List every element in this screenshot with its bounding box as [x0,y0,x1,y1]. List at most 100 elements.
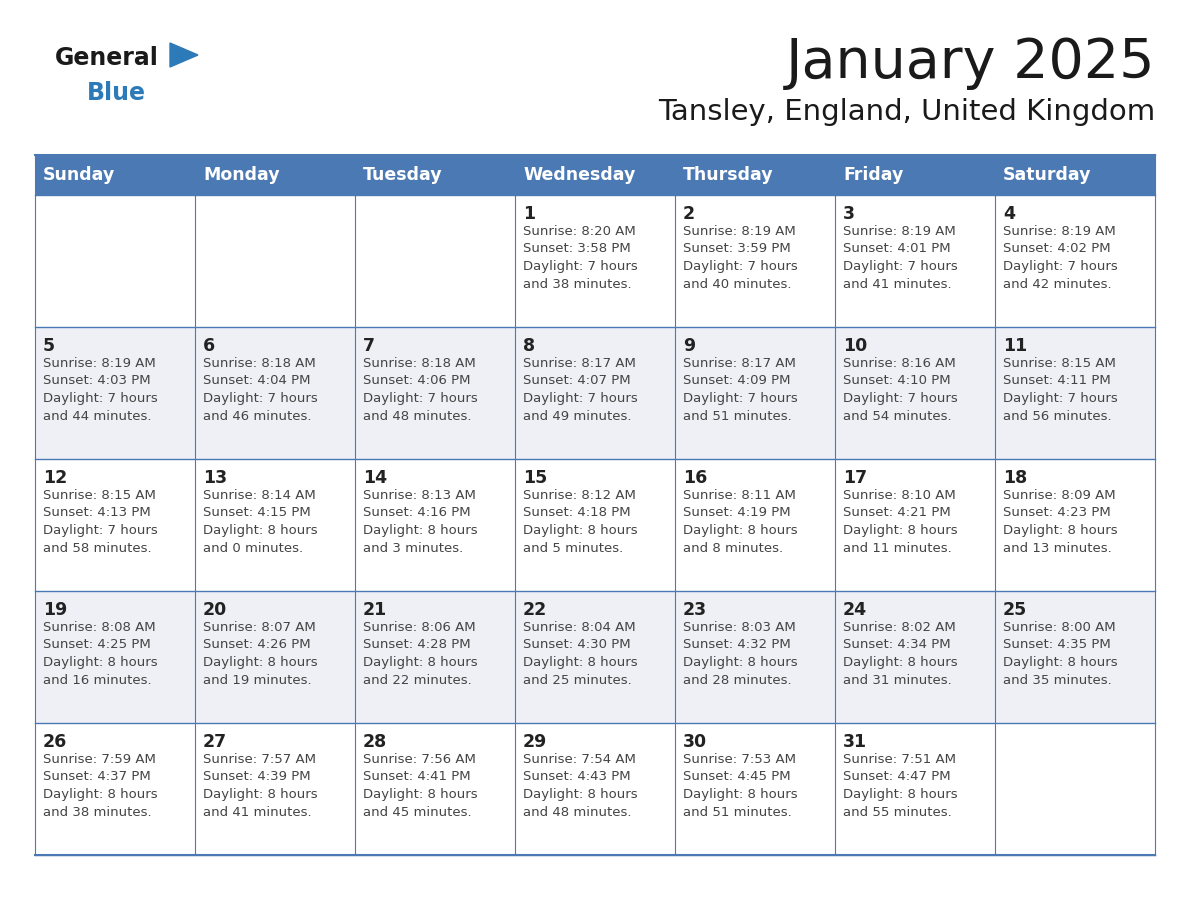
Bar [675,195,835,327]
Bar [34,591,195,723]
Text: 26: 26 [43,733,68,751]
Bar [516,195,675,327]
Text: Sunrise: 8:09 AM
Sunset: 4:23 PM
Daylight: 8 hours
and 13 minutes.: Sunrise: 8:09 AM Sunset: 4:23 PM Dayligh… [1003,489,1118,554]
Bar [996,327,1155,459]
Text: Sunrise: 8:19 AM
Sunset: 4:03 PM
Daylight: 7 hours
and 44 minutes.: Sunrise: 8:19 AM Sunset: 4:03 PM Dayligh… [43,357,158,422]
Bar [355,327,516,459]
Bar [996,195,1155,327]
Text: 3: 3 [843,205,855,223]
Bar [195,155,355,195]
Text: Sunrise: 8:02 AM
Sunset: 4:34 PM
Daylight: 8 hours
and 31 minutes.: Sunrise: 8:02 AM Sunset: 4:34 PM Dayligh… [843,621,958,687]
Text: 16: 16 [683,469,707,487]
Text: Sunrise: 8:06 AM
Sunset: 4:28 PM
Daylight: 8 hours
and 22 minutes.: Sunrise: 8:06 AM Sunset: 4:28 PM Dayligh… [364,621,478,687]
Text: Sunday: Sunday [43,166,115,184]
Text: Sunrise: 8:13 AM
Sunset: 4:16 PM
Daylight: 8 hours
and 3 minutes.: Sunrise: 8:13 AM Sunset: 4:16 PM Dayligh… [364,489,478,554]
Text: 21: 21 [364,601,387,619]
Text: Sunrise: 8:17 AM
Sunset: 4:07 PM
Daylight: 7 hours
and 49 minutes.: Sunrise: 8:17 AM Sunset: 4:07 PM Dayligh… [523,357,638,422]
Bar [996,155,1155,195]
Text: 24: 24 [843,601,867,619]
Bar [34,195,195,327]
Text: Sunrise: 8:00 AM
Sunset: 4:35 PM
Daylight: 8 hours
and 35 minutes.: Sunrise: 8:00 AM Sunset: 4:35 PM Dayligh… [1003,621,1118,687]
Text: 11: 11 [1003,337,1028,355]
Bar [675,155,835,195]
Text: Tuesday: Tuesday [364,166,443,184]
Bar [835,459,996,591]
Text: Monday: Monday [203,166,279,184]
Text: Sunrise: 8:17 AM
Sunset: 4:09 PM
Daylight: 7 hours
and 51 minutes.: Sunrise: 8:17 AM Sunset: 4:09 PM Dayligh… [683,357,798,422]
Text: 25: 25 [1003,601,1028,619]
Text: 12: 12 [43,469,68,487]
Text: 19: 19 [43,601,68,619]
Text: Sunrise: 8:18 AM
Sunset: 4:06 PM
Daylight: 7 hours
and 48 minutes.: Sunrise: 8:18 AM Sunset: 4:06 PM Dayligh… [364,357,478,422]
Text: Friday: Friday [843,166,903,184]
Bar [516,591,675,723]
Text: Sunrise: 8:04 AM
Sunset: 4:30 PM
Daylight: 8 hours
and 25 minutes.: Sunrise: 8:04 AM Sunset: 4:30 PM Dayligh… [523,621,638,687]
Bar [34,723,195,855]
Bar [675,591,835,723]
Text: Sunrise: 7:59 AM
Sunset: 4:37 PM
Daylight: 8 hours
and 38 minutes.: Sunrise: 7:59 AM Sunset: 4:37 PM Dayligh… [43,753,158,819]
Text: Sunrise: 7:54 AM
Sunset: 4:43 PM
Daylight: 8 hours
and 48 minutes.: Sunrise: 7:54 AM Sunset: 4:43 PM Dayligh… [523,753,638,819]
Bar [835,591,996,723]
Bar [355,195,516,327]
Bar [516,155,675,195]
Text: 7: 7 [364,337,375,355]
Text: 4: 4 [1003,205,1015,223]
Text: Sunrise: 7:56 AM
Sunset: 4:41 PM
Daylight: 8 hours
and 45 minutes.: Sunrise: 7:56 AM Sunset: 4:41 PM Dayligh… [364,753,478,819]
Text: Sunrise: 8:07 AM
Sunset: 4:26 PM
Daylight: 8 hours
and 19 minutes.: Sunrise: 8:07 AM Sunset: 4:26 PM Dayligh… [203,621,317,687]
Text: Sunrise: 8:19 AM
Sunset: 4:02 PM
Daylight: 7 hours
and 42 minutes.: Sunrise: 8:19 AM Sunset: 4:02 PM Dayligh… [1003,225,1118,290]
Text: Wednesday: Wednesday [523,166,636,184]
Bar [996,723,1155,855]
Bar [516,327,675,459]
Text: Sunrise: 8:12 AM
Sunset: 4:18 PM
Daylight: 8 hours
and 5 minutes.: Sunrise: 8:12 AM Sunset: 4:18 PM Dayligh… [523,489,638,554]
Text: 30: 30 [683,733,707,751]
Bar [675,459,835,591]
Bar [675,723,835,855]
Text: Sunrise: 7:51 AM
Sunset: 4:47 PM
Daylight: 8 hours
and 55 minutes.: Sunrise: 7:51 AM Sunset: 4:47 PM Dayligh… [843,753,958,819]
Bar [355,155,516,195]
Text: 28: 28 [364,733,387,751]
Bar [34,327,195,459]
Text: Saturday: Saturday [1003,166,1092,184]
Bar [516,459,675,591]
Bar [675,327,835,459]
Text: 17: 17 [843,469,867,487]
Bar [195,591,355,723]
Text: 29: 29 [523,733,548,751]
Text: 1: 1 [523,205,535,223]
Bar [34,155,195,195]
Text: 27: 27 [203,733,227,751]
Text: Sunrise: 7:57 AM
Sunset: 4:39 PM
Daylight: 8 hours
and 41 minutes.: Sunrise: 7:57 AM Sunset: 4:39 PM Dayligh… [203,753,317,819]
Text: 2: 2 [683,205,695,223]
Bar [996,459,1155,591]
Bar [835,327,996,459]
Text: Sunrise: 8:19 AM
Sunset: 4:01 PM
Daylight: 7 hours
and 41 minutes.: Sunrise: 8:19 AM Sunset: 4:01 PM Dayligh… [843,225,958,290]
Text: Sunrise: 8:20 AM
Sunset: 3:58 PM
Daylight: 7 hours
and 38 minutes.: Sunrise: 8:20 AM Sunset: 3:58 PM Dayligh… [523,225,638,290]
Text: 20: 20 [203,601,227,619]
Text: 13: 13 [203,469,227,487]
Bar [996,591,1155,723]
Text: Sunrise: 8:10 AM
Sunset: 4:21 PM
Daylight: 8 hours
and 11 minutes.: Sunrise: 8:10 AM Sunset: 4:21 PM Dayligh… [843,489,958,554]
Text: 5: 5 [43,337,55,355]
Text: Sunrise: 8:14 AM
Sunset: 4:15 PM
Daylight: 8 hours
and 0 minutes.: Sunrise: 8:14 AM Sunset: 4:15 PM Dayligh… [203,489,317,554]
Text: Blue: Blue [87,81,146,105]
Text: 14: 14 [364,469,387,487]
Text: 9: 9 [683,337,695,355]
Bar [195,723,355,855]
Text: Sunrise: 8:15 AM
Sunset: 4:13 PM
Daylight: 7 hours
and 58 minutes.: Sunrise: 8:15 AM Sunset: 4:13 PM Dayligh… [43,489,158,554]
Text: Thursday: Thursday [683,166,773,184]
Text: 31: 31 [843,733,867,751]
Bar [195,327,355,459]
Bar [355,459,516,591]
Bar [835,195,996,327]
Text: 18: 18 [1003,469,1028,487]
Text: 23: 23 [683,601,707,619]
Bar [516,723,675,855]
Text: Tansley, England, United Kingdom: Tansley, England, United Kingdom [658,98,1155,126]
Text: Sunrise: 8:18 AM
Sunset: 4:04 PM
Daylight: 7 hours
and 46 minutes.: Sunrise: 8:18 AM Sunset: 4:04 PM Dayligh… [203,357,317,422]
Bar [34,459,195,591]
Bar [355,591,516,723]
Bar [835,155,996,195]
Bar [195,459,355,591]
Text: Sunrise: 8:08 AM
Sunset: 4:25 PM
Daylight: 8 hours
and 16 minutes.: Sunrise: 8:08 AM Sunset: 4:25 PM Dayligh… [43,621,158,687]
Bar [195,195,355,327]
